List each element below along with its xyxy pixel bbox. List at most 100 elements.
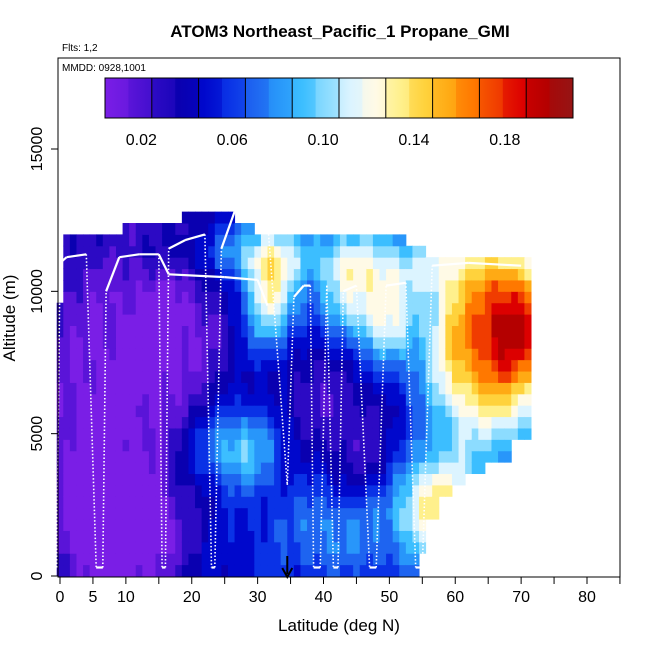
heatmap-cell: [122, 336, 130, 349]
heatmap-cell: [353, 302, 361, 315]
heatmap-cell: [122, 519, 130, 531]
heatmap-cell: [353, 496, 361, 509]
heatmap-cell: [188, 553, 196, 566]
heatmap-cell: [419, 405, 427, 418]
heatmap-cell: [280, 325, 288, 338]
heatmap-cell: [412, 359, 420, 372]
heatmap-cell: [405, 393, 413, 406]
heatmap-cell: [214, 564, 222, 577]
heatmap-cell: [353, 382, 361, 395]
heatmap-cell: [181, 416, 189, 429]
heatmap-cell: [63, 427, 71, 440]
heatmap-cell: [69, 336, 77, 349]
heatmap-cell: [346, 405, 354, 418]
heatmap-cell: [241, 519, 249, 531]
colorbar: 0.02 0.06 0.10 0.14 0.18: [104, 77, 574, 149]
heatmap-cell: [175, 416, 183, 429]
heatmap-cell: [69, 348, 77, 361]
heatmap-cell: [254, 348, 262, 361]
heatmap-cell: [247, 473, 255, 486]
heatmap-cell: [168, 348, 176, 361]
heatmap-cell: [109, 496, 117, 509]
heatmap-cell: [339, 348, 348, 361]
heatmap-cell: [280, 268, 288, 281]
heatmap-cell: [109, 405, 117, 418]
heatmap-cell: [195, 496, 203, 509]
heatmap-cell: [517, 416, 525, 429]
heatmap-cell: [346, 257, 354, 270]
heatmap-cell: [458, 291, 466, 304]
heatmap-cell: [471, 302, 479, 315]
heatmap-cell: [168, 450, 176, 463]
heatmap-cell: [214, 325, 222, 338]
heatmap-cell: [471, 462, 479, 475]
heatmap-cell: [293, 530, 301, 543]
heatmap-cell: [89, 279, 97, 292]
heatmap-cell: [214, 484, 222, 497]
heatmap-cell: [379, 268, 387, 281]
heatmap-cell: [227, 268, 236, 281]
heatmap-cell: [425, 507, 433, 520]
heatmap-cell: [372, 348, 380, 361]
heatmap-cell: [135, 484, 143, 497]
heatmap-cell: [359, 553, 367, 566]
heatmap-cell: [175, 314, 183, 326]
heatmap-cell: [491, 382, 499, 395]
heatmap-cell: [484, 359, 492, 372]
heatmap-cell: [451, 302, 460, 315]
heatmap-cell: [458, 439, 466, 452]
heatmap-cell: [63, 291, 71, 304]
heatmap-cell: [76, 450, 84, 463]
heatmap-cell: [195, 279, 203, 292]
heatmap-cell: [135, 496, 143, 509]
heatmap-cell: [188, 405, 196, 418]
flight-track-segment: [220, 211, 236, 249]
heatmap-cell: [326, 393, 334, 406]
heatmap-cell: [353, 473, 361, 486]
heatmap-cell: [129, 291, 137, 304]
heatmap-cell: [142, 348, 150, 361]
heatmap-cell: [307, 416, 315, 429]
heatmap-cell: [188, 427, 196, 440]
heatmap-cell: [287, 541, 295, 554]
heatmap-cell: [148, 462, 157, 475]
heatmap-cell: [386, 405, 394, 418]
heatmap-cell: [109, 484, 117, 497]
heatmap-cell: [208, 519, 216, 531]
heatmap-cell: [478, 416, 486, 429]
heatmap-cell: [234, 473, 242, 486]
heatmap-cell: [517, 314, 525, 326]
heatmap-cell: [175, 427, 183, 440]
heatmap-cell: [135, 348, 143, 361]
heatmap-cell: [115, 427, 124, 440]
heatmap-cell: [227, 496, 236, 509]
heatmap-cell: [491, 279, 499, 292]
heatmap-cell: [115, 257, 124, 270]
heatmap-cell: [63, 279, 71, 292]
heatmap-cell: [129, 223, 137, 235]
heatmap-cell: [379, 348, 387, 361]
heatmap-cell: [405, 507, 413, 520]
heatmap-cell: [326, 314, 334, 326]
heatmap-cell: [63, 405, 71, 418]
heatmap-cell: [247, 348, 255, 361]
heatmap-cell: [195, 314, 203, 326]
flight-track-segment: [468, 261, 522, 267]
heatmap-cell: [221, 530, 229, 543]
heatmap-cell: [175, 541, 183, 554]
heatmap-cell: [359, 496, 367, 509]
heatmap-cell: [76, 564, 84, 577]
heatmap-cell: [524, 291, 532, 304]
heatmap-cell: [247, 405, 255, 418]
heatmap-cell: [63, 416, 71, 429]
heatmap-cell: [227, 439, 236, 452]
heatmap-cell: [353, 348, 361, 361]
heatmap-cell: [155, 473, 163, 486]
heatmap-cell: [247, 257, 255, 270]
heatmap-cell: [241, 382, 249, 395]
heatmap-cell: [399, 473, 407, 486]
heatmap-cell: [181, 382, 189, 395]
heatmap-cell: [366, 348, 374, 361]
heatmap-cell: [254, 462, 262, 475]
heatmap-cell: [56, 473, 64, 486]
